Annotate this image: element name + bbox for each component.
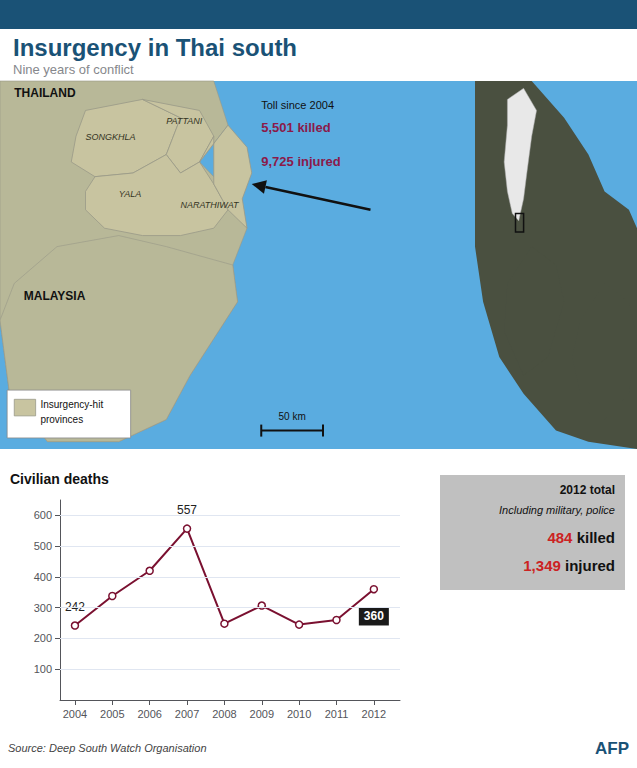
svg-text:5,501 killed: 5,501 killed	[261, 120, 330, 135]
svg-text:2007: 2007	[175, 708, 199, 720]
svg-text:2012: 2012	[362, 708, 386, 720]
svg-text:Insurgency-hit: Insurgency-hit	[40, 399, 103, 410]
svg-text:Source: Deep South Watch Organ: Source: Deep South Watch Organisation	[8, 742, 207, 754]
svg-text:2010: 2010	[287, 708, 311, 720]
svg-text:YALA: YALA	[119, 189, 142, 199]
svg-text:200: 200	[34, 632, 52, 644]
svg-text:100: 100	[34, 663, 52, 675]
svg-text:300: 300	[34, 602, 52, 614]
svg-text:injured: injured	[565, 557, 615, 574]
svg-text:557: 557	[177, 503, 197, 518]
svg-text:Toll since 2004: Toll since 2004	[261, 99, 334, 111]
svg-text:242: 242	[64, 600, 85, 615]
svg-text:9,725 injured: 9,725 injured	[261, 154, 341, 169]
svg-text:600: 600	[34, 509, 52, 521]
svg-text:484: 484	[547, 529, 573, 546]
svg-text:50 km: 50 km	[279, 411, 306, 422]
svg-text:2005: 2005	[100, 708, 124, 720]
svg-text:2004: 2004	[63, 708, 87, 720]
svg-text:MALAYSIA: MALAYSIA	[24, 289, 86, 303]
svg-text:Civilian deaths: Civilian deaths	[10, 471, 109, 487]
svg-text:provinces: provinces	[40, 414, 83, 425]
svg-text:2009: 2009	[250, 708, 274, 720]
svg-text:PATTANI: PATTANI	[166, 116, 202, 126]
svg-text:AFP: AFP	[595, 739, 629, 758]
svg-text:SONGKHLA: SONGKHLA	[86, 132, 136, 142]
svg-text:2006: 2006	[137, 708, 161, 720]
svg-text:360: 360	[364, 609, 384, 623]
svg-text:killed: killed	[577, 529, 615, 546]
svg-text:400: 400	[34, 571, 52, 583]
svg-text:NARATHIWAT: NARATHIWAT	[181, 200, 241, 210]
svg-text:Insurgency in Thai south: Insurgency in Thai south	[13, 34, 297, 61]
svg-text:500: 500	[34, 540, 52, 552]
svg-text:1,349: 1,349	[523, 557, 561, 574]
svg-text:Nine years of conflict: Nine years of conflict	[13, 62, 134, 77]
svg-text:2011: 2011	[325, 708, 349, 720]
svg-text:Including military, police: Including military, police	[499, 504, 615, 516]
svg-text:2008: 2008	[212, 708, 236, 720]
svg-text:THAILAND: THAILAND	[14, 86, 76, 100]
svg-text:2012 total: 2012 total	[560, 483, 615, 497]
